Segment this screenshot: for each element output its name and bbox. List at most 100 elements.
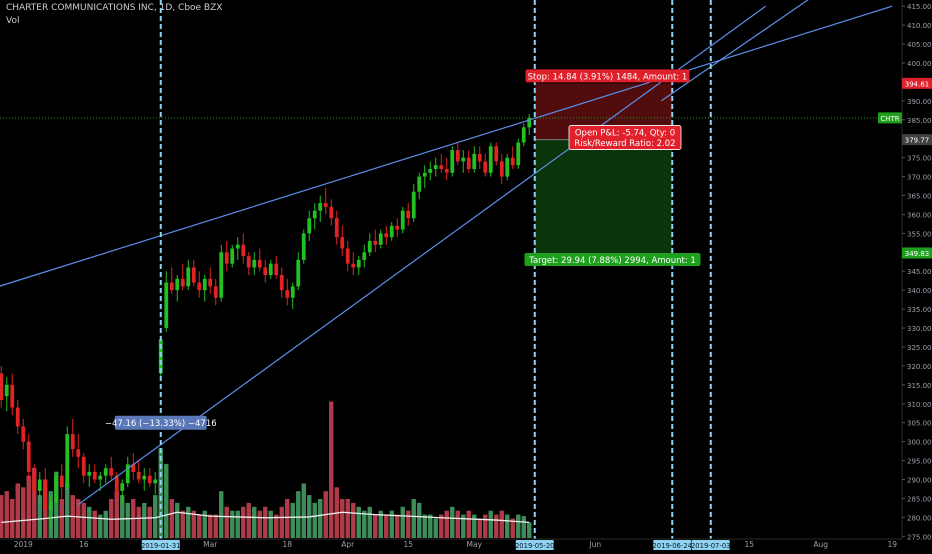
volume-bar bbox=[362, 510, 367, 538]
candle-body bbox=[10, 384, 15, 408]
price-tag-bg bbox=[878, 112, 902, 124]
candle-body bbox=[15, 407, 20, 427]
y-tick-label: 365.00 bbox=[907, 193, 932, 201]
target-label: Target: 29.94 (7.88%) 2994, Amount: 1 bbox=[528, 256, 696, 266]
y-tick-label: 295.00 bbox=[907, 458, 932, 466]
y-tick-label: 370.00 bbox=[907, 174, 932, 182]
candle-body bbox=[279, 275, 284, 291]
x-tick-label: Aug bbox=[813, 540, 828, 549]
volume-bar bbox=[329, 401, 334, 538]
candle-body bbox=[92, 471, 97, 480]
volume-bar bbox=[4, 491, 9, 538]
candle-body bbox=[488, 146, 493, 173]
x-tick-label: 15 bbox=[744, 540, 754, 549]
candle-body bbox=[455, 150, 460, 162]
volume-bar bbox=[32, 467, 37, 538]
candle-body bbox=[208, 278, 213, 287]
candle-body bbox=[433, 165, 438, 169]
y-tick-label: 345.00 bbox=[907, 268, 932, 276]
candle-body bbox=[136, 471, 141, 480]
volume-ma-line bbox=[1, 511, 530, 524]
volume-bar bbox=[92, 510, 97, 538]
candle-body bbox=[48, 502, 53, 510]
price-tag-label: 394.61 bbox=[905, 80, 930, 88]
volume-bar bbox=[411, 499, 416, 538]
y-tick-label: 325.00 bbox=[907, 344, 932, 352]
y-tick-label: 400.00 bbox=[907, 60, 932, 68]
candle-body bbox=[241, 244, 246, 257]
volume-bar bbox=[384, 514, 389, 538]
volume-bar bbox=[81, 502, 86, 538]
y-tick-label: 315.00 bbox=[907, 382, 932, 390]
volume-bar bbox=[10, 499, 15, 538]
candle-body bbox=[263, 267, 268, 276]
volume-bar bbox=[180, 510, 185, 538]
volume-bar bbox=[153, 495, 158, 538]
candle-body bbox=[472, 153, 477, 169]
marker-date-label: 2019-07-03 bbox=[691, 542, 731, 550]
marker-date-label: 2019-01-31 bbox=[141, 542, 181, 550]
volume-bar bbox=[279, 506, 284, 538]
volume-bar bbox=[461, 514, 466, 538]
price-tag-label: 379.77 bbox=[905, 137, 930, 145]
volume-bar bbox=[65, 483, 70, 538]
candle-body bbox=[466, 157, 471, 169]
candle-body bbox=[219, 252, 224, 298]
price-tag-label: CHTR bbox=[880, 115, 899, 123]
candle-body bbox=[202, 278, 207, 291]
volume-bar bbox=[114, 491, 119, 538]
y-tick-label: 305.00 bbox=[907, 420, 932, 428]
volume-bar bbox=[147, 506, 152, 538]
candle-body bbox=[290, 286, 295, 298]
volume-bar bbox=[224, 506, 229, 538]
x-tick-label: 18 bbox=[282, 540, 292, 549]
candle-body bbox=[224, 252, 229, 264]
candle-body bbox=[296, 259, 301, 287]
volume-bar bbox=[125, 502, 130, 538]
candle-body bbox=[329, 206, 334, 219]
candle-body bbox=[81, 456, 86, 476]
candle-body bbox=[169, 282, 174, 291]
candle-body bbox=[318, 203, 323, 211]
candle-body bbox=[268, 263, 273, 276]
y-tick-label: 290.00 bbox=[907, 477, 932, 485]
candle-body bbox=[301, 233, 306, 260]
volume-bar bbox=[417, 502, 422, 538]
candle-body bbox=[417, 176, 422, 192]
y-tick-label: 275.00 bbox=[907, 533, 932, 541]
volume-bar bbox=[422, 514, 427, 538]
candle-body bbox=[373, 240, 378, 245]
volume-bar bbox=[120, 495, 125, 538]
volume-bar bbox=[175, 502, 180, 538]
candle-body bbox=[378, 233, 383, 245]
candle-body bbox=[444, 168, 449, 173]
volume-bar bbox=[191, 510, 196, 538]
volume-bar bbox=[98, 514, 103, 538]
candle-body bbox=[197, 282, 202, 291]
candle-body bbox=[521, 127, 526, 143]
y-tick-label: 330.00 bbox=[907, 325, 932, 333]
volume-bar bbox=[87, 506, 92, 538]
candle-body bbox=[395, 225, 400, 230]
volume-bar bbox=[505, 514, 510, 538]
candle-body bbox=[76, 449, 81, 457]
stop-label-bg bbox=[525, 69, 690, 83]
candle-body bbox=[334, 218, 339, 238]
candle-body bbox=[257, 259, 262, 268]
volume-bar bbox=[296, 491, 301, 538]
volume-bar bbox=[400, 506, 405, 538]
volume-bar bbox=[202, 510, 207, 538]
volume-bar bbox=[158, 448, 163, 538]
volume-bar bbox=[455, 510, 460, 538]
candle-body bbox=[510, 157, 515, 166]
candle-body bbox=[70, 434, 75, 450]
volume-bar bbox=[109, 499, 114, 538]
candle-body bbox=[246, 256, 251, 268]
volume-bar bbox=[406, 510, 411, 538]
candle-body bbox=[461, 157, 466, 162]
volume-bar bbox=[235, 510, 240, 538]
marker-date-bg bbox=[653, 540, 692, 550]
candle-body bbox=[505, 157, 510, 177]
volume-bar bbox=[263, 506, 268, 538]
volume-bar bbox=[136, 506, 141, 538]
